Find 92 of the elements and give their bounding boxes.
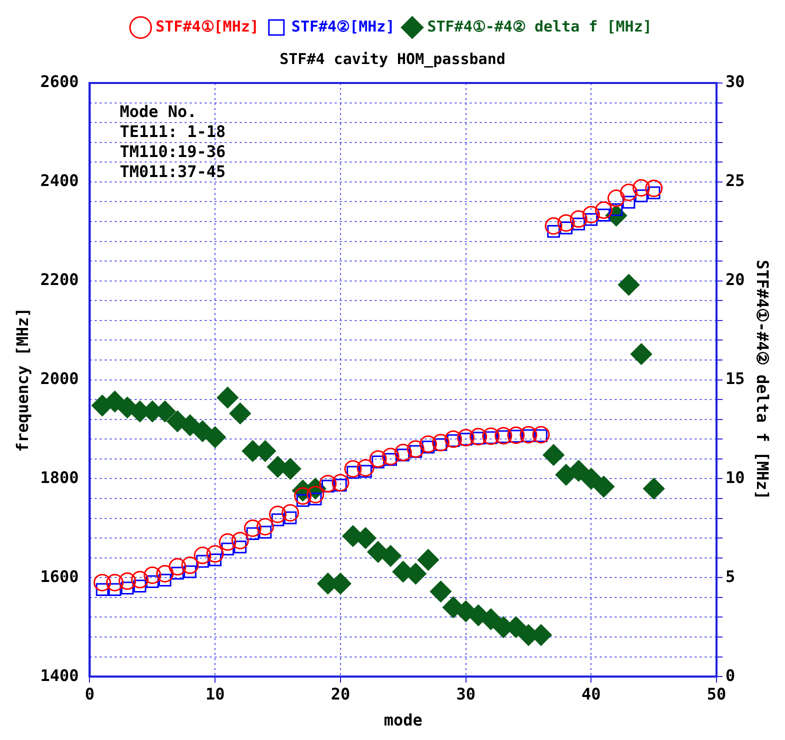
point [231,532,249,550]
y2-tick-label: 0 [726,666,736,685]
point [607,190,625,208]
point [356,459,374,477]
point [622,196,636,209]
point [120,582,134,594]
point [406,440,424,458]
point [419,435,437,453]
point [156,564,174,582]
y2-tick-label: 5 [726,566,736,586]
point [256,518,274,536]
point [106,574,124,592]
x-tick-label: 30 [456,684,476,704]
point [96,583,109,596]
y-tick-label: 2000 [40,368,79,388]
y2-tick-label: 10 [726,468,745,487]
point [532,426,550,444]
point [344,460,362,478]
point [131,570,149,588]
point [218,533,236,551]
point [394,444,412,462]
x-tick-label: 50 [706,684,726,704]
point [369,450,387,468]
point [181,556,199,574]
point [582,206,600,224]
y-tick-label: 2600 [40,72,79,92]
legend-label: STF#4①[MHz] [156,17,259,36]
point [417,549,439,571]
point [520,426,538,444]
point [206,545,224,563]
point [244,519,262,537]
annotation: TM110:19-36 [120,142,226,162]
y-tick-label: 2200 [40,270,79,290]
point [544,217,562,235]
point [444,430,462,448]
y2-tick-label: 25 [726,171,745,190]
point [632,179,650,197]
point [494,426,512,444]
point [470,428,488,446]
point [482,427,500,445]
point [118,572,136,590]
point [194,546,212,564]
y2-tick-label: 30 [726,72,745,92]
point [634,189,648,202]
point [645,180,663,198]
y-tick-label: 1600 [40,566,79,586]
point [430,580,452,602]
point [507,426,525,444]
x-tick-label: 0 [84,684,95,704]
point [557,214,575,232]
x-tick-label: 40 [582,684,601,704]
point [319,474,337,492]
chart-title: STF#4 cavity HOM_passband [280,50,506,68]
legend-label: STF#4②[MHz] [291,17,395,36]
x-axis-title: mode [384,710,422,730]
y2-axis-title: STF#4①-#4② delta f [MHz] [753,260,772,500]
point [282,504,300,522]
x-tick-label: 20 [330,684,350,704]
point [94,574,112,592]
point [144,566,162,584]
legend-label: STF#4①-#4② delta f [MHz] [427,17,652,36]
y-axis-title: frequency [MHz] [12,308,32,452]
annotation: TE111: 1-18 [120,122,226,142]
point [618,274,640,296]
point [592,476,614,498]
point [332,474,350,492]
point [168,558,186,576]
point [216,386,238,408]
point [108,583,122,596]
y-tick-label: 1400 [40,666,79,685]
point [620,184,638,202]
point [229,402,251,424]
x-tick-label: 10 [205,684,225,704]
point [542,444,564,466]
point [643,478,665,500]
y2-tick-label: 15 [726,368,745,388]
point [204,426,226,448]
point [570,210,588,228]
point [580,468,602,490]
y-tick-label: 1800 [40,468,79,487]
point [432,434,450,452]
y2-tick-label: 20 [726,270,745,290]
point [457,428,475,446]
point [382,448,400,466]
point [221,542,234,556]
point [269,506,287,524]
annotation: Mode No. [120,102,197,122]
point [630,343,652,365]
point [294,487,312,505]
point [594,201,612,219]
annotation: TM011:37-45 [120,162,226,182]
y-tick-label: 2400 [40,171,79,190]
